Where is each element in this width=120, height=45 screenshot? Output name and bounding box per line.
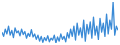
series-line [2,2,118,43]
marks [2,2,118,43]
chart [0,0,120,45]
plot-area [2,2,118,43]
